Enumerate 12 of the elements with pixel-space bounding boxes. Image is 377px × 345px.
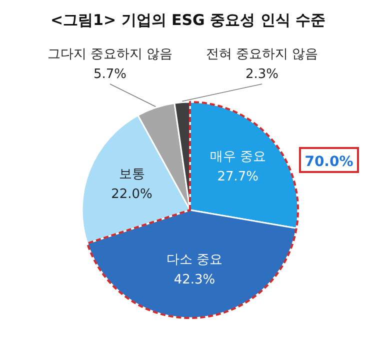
data-label: 2.3% <box>245 67 279 82</box>
data-label: 42.3% <box>174 272 216 288</box>
data-label: 27.7% <box>217 170 259 185</box>
data-label: 22.0% <box>111 186 152 202</box>
chart-title: <그림1> 기업의 ESG 중요성 인식 수준 <box>50 11 326 29</box>
slice-label: 전혀 중요하지 않음 <box>206 47 318 62</box>
slice-label: 그다지 중요하지 않음 <box>47 47 173 62</box>
text: 70.0% <box>304 154 354 170</box>
slice-label: 다소 중요 <box>166 252 223 268</box>
data-label: 5.7% <box>93 67 127 82</box>
slice-label: 매우 중요 <box>210 150 266 165</box>
slice-label: 보통 <box>118 166 145 182</box>
